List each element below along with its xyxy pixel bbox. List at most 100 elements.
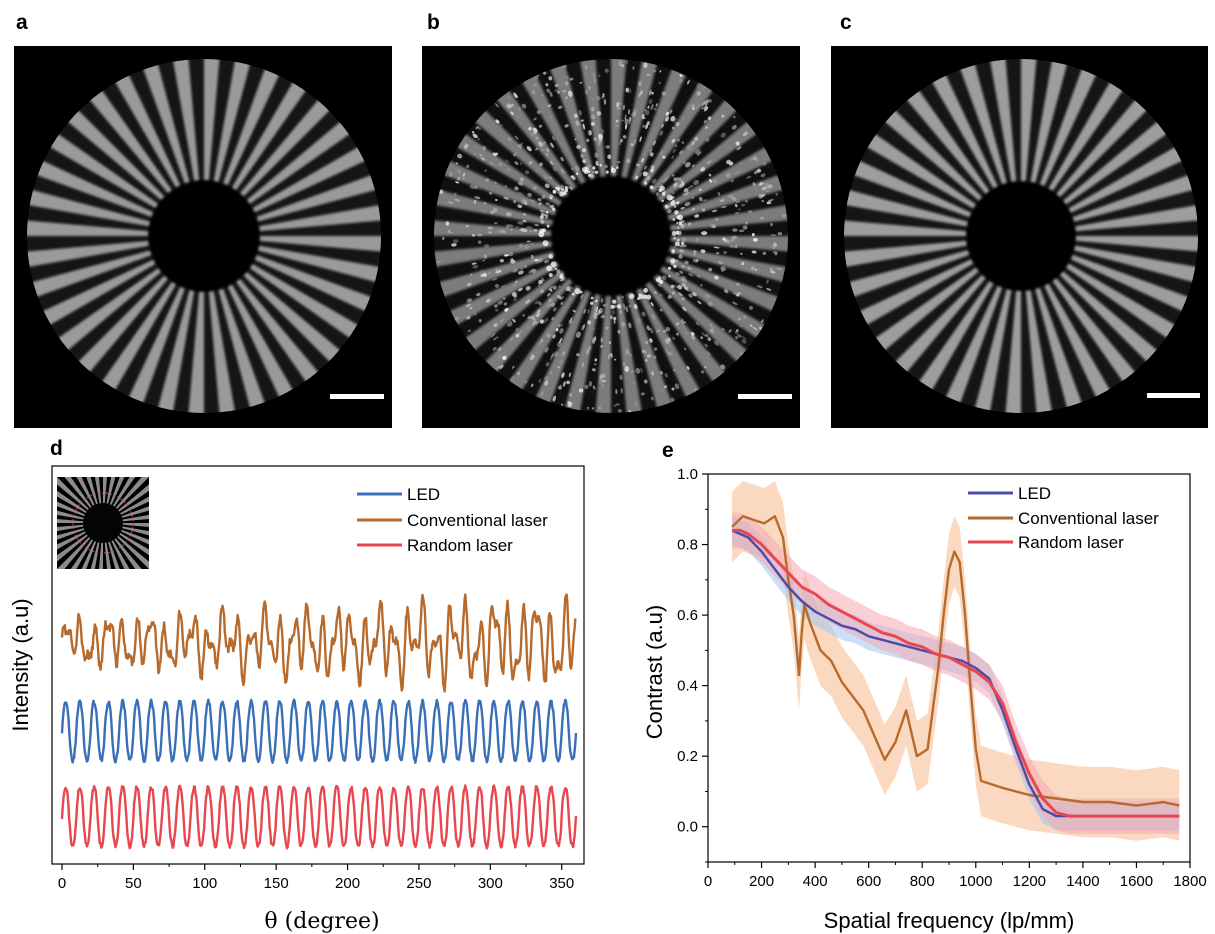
speckle [539, 209, 546, 213]
speckle [607, 354, 611, 360]
speckle [617, 329, 621, 334]
speckle [474, 196, 481, 200]
chart-e-series-random-laser [732, 528, 1180, 818]
speckle [552, 136, 556, 141]
speckle [560, 323, 563, 327]
speckle [700, 167, 706, 172]
speckle [653, 355, 657, 360]
speckle [531, 89, 536, 95]
speckle [653, 107, 657, 111]
chart-d-xtick-label: 150 [264, 875, 289, 892]
speckle [485, 178, 490, 182]
speckle [512, 283, 518, 287]
speckle [517, 221, 524, 225]
speckle [774, 252, 778, 256]
speckle [701, 231, 708, 236]
speckle [585, 65, 588, 70]
speckle [500, 229, 506, 234]
speckle [560, 277, 565, 282]
speckle [627, 109, 631, 115]
speckle [696, 275, 701, 278]
speckle [518, 107, 521, 111]
speckle [496, 365, 501, 370]
speckle [694, 136, 699, 142]
speckle [721, 205, 727, 209]
chart-e-legend-led: LED [1018, 484, 1051, 503]
speckle [649, 327, 654, 334]
speckle [546, 265, 552, 272]
speckle [693, 252, 696, 256]
speckle [484, 169, 487, 172]
speckle [510, 111, 514, 115]
chart-e: 0 200 400 600 800 1000 1200 1400 1600 1800 0.0 0.2 0… [642, 466, 1207, 933]
speckle [580, 119, 584, 122]
speckle [618, 142, 622, 146]
speckle [635, 367, 641, 374]
speckle [651, 91, 654, 95]
speckle [593, 78, 596, 84]
speckle [700, 284, 703, 287]
speckle [535, 320, 540, 326]
speckle [571, 292, 575, 296]
speckle [620, 64, 625, 68]
speckle [511, 365, 515, 369]
speckle [723, 238, 728, 243]
speckle [471, 234, 476, 237]
speckle [628, 305, 631, 308]
speckle [681, 141, 685, 144]
speckle [590, 296, 594, 300]
speckle [625, 60, 628, 64]
speckle [709, 179, 712, 183]
speckle [555, 272, 561, 276]
speckle [760, 173, 766, 178]
speckle [571, 167, 574, 171]
speckle [454, 192, 457, 196]
speckle [483, 244, 490, 248]
speckle [531, 353, 535, 357]
speckle [474, 312, 477, 316]
speckle [617, 408, 622, 413]
speckle [524, 380, 528, 384]
speckle [673, 182, 678, 186]
chart-d-xlabel: θ (degree) [264, 909, 379, 934]
speckle [655, 277, 661, 283]
speckle [732, 228, 738, 232]
speckle [762, 193, 766, 197]
speckle [540, 215, 544, 219]
speckle [625, 87, 630, 93]
speckle [720, 266, 727, 271]
speckle [521, 103, 527, 109]
speckle [536, 313, 540, 317]
speckle [518, 243, 523, 248]
speckle [762, 162, 767, 166]
speckle [562, 89, 567, 93]
speckle [517, 330, 523, 336]
star-target-image-a [14, 46, 392, 428]
speckle [582, 123, 586, 130]
speckle [438, 189, 444, 194]
speckle [650, 396, 654, 401]
speckle [643, 379, 648, 384]
speckle [679, 78, 683, 83]
speckle [545, 202, 551, 206]
speckle [624, 123, 628, 130]
speckle [750, 266, 755, 271]
speckle [641, 158, 644, 163]
speckle [522, 314, 526, 317]
speckle [548, 76, 553, 81]
speckle [739, 161, 743, 165]
speckle [466, 282, 472, 287]
speckle [749, 324, 753, 327]
speckle [445, 221, 450, 226]
speckle [694, 214, 700, 218]
speckle [497, 353, 503, 359]
speckle [616, 160, 621, 164]
speckle [535, 147, 539, 150]
speckle [613, 318, 616, 324]
panel-label-d: d [50, 437, 63, 460]
speckle [518, 181, 524, 186]
speckle [670, 284, 675, 289]
speckle [721, 328, 725, 331]
speckle [735, 336, 739, 340]
speckle [676, 222, 679, 224]
